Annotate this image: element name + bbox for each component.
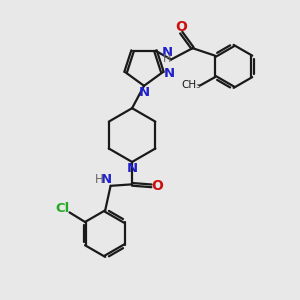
Text: N: N [164, 68, 175, 80]
Text: N: N [162, 46, 173, 59]
Text: H: H [95, 173, 103, 186]
Text: Cl: Cl [55, 202, 69, 215]
Text: N: N [139, 86, 150, 99]
Text: H: H [163, 54, 171, 64]
Text: N: N [127, 162, 138, 175]
Text: O: O [152, 179, 164, 193]
Text: O: O [175, 20, 187, 34]
Text: CH₃: CH₃ [181, 80, 200, 90]
Text: N: N [100, 173, 112, 186]
